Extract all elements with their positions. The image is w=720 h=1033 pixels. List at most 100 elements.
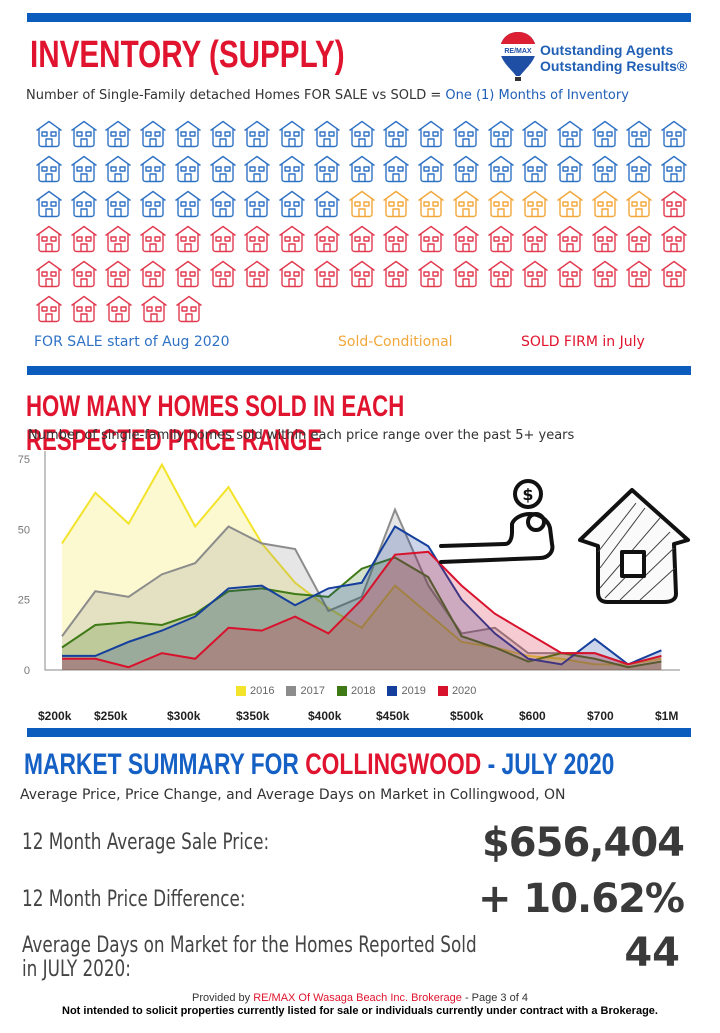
house-icon-sold-firm <box>243 221 278 256</box>
house-icon-for-sale <box>487 151 522 186</box>
house-icon-for-sale <box>556 151 591 186</box>
x-tick-label: $250k <box>94 709 128 723</box>
footer-page-number: - Page 3 of 4 <box>461 992 528 1004</box>
house-icon-sold-firm <box>209 221 244 256</box>
house-icon-for-sale <box>104 186 139 221</box>
house-icon-sold-conditional <box>382 186 417 221</box>
house-icon-grid <box>35 116 695 326</box>
days-label-line-2: in JULY 2020: <box>22 957 131 982</box>
house-icon-sold-firm <box>139 221 174 256</box>
house-icon-sold-firm <box>625 256 660 291</box>
x-axis-labels: $200k $250k $300k $350k $400k $450k $500k $600 $… <box>0 709 720 725</box>
footer-provided-by: Provided by RE/MAX Of Wasaga Beach Inc. … <box>0 992 720 1004</box>
house-icon-for-sale <box>70 186 105 221</box>
sketch-house-icon <box>578 488 690 604</box>
house-icon-for-sale <box>660 116 695 151</box>
house-icon-sold-firm <box>104 256 139 291</box>
price-diff-label: 12 Month Price Difference: <box>22 887 246 912</box>
market-summary-title: MARKET SUMMARY FOR COLLINGWOOD - JULY 20… <box>24 748 614 782</box>
legend-swatch <box>236 686 246 696</box>
house-icon-for-sale <box>278 186 313 221</box>
house-icon-for-sale <box>521 151 556 186</box>
house-icon-for-sale <box>348 116 383 151</box>
house-icon-for-sale <box>35 116 70 151</box>
x-tick-label: $200k <box>38 709 72 723</box>
house-icon-sold-firm <box>591 256 626 291</box>
house-icon-sold-firm <box>174 256 209 291</box>
house-icon-sold-firm <box>278 256 313 291</box>
legend-sold-conditional: Sold-Conditional <box>338 334 453 350</box>
top-divider <box>27 13 691 22</box>
house-icon-sold-conditional <box>348 186 383 221</box>
svg-text:$: $ <box>522 485 533 504</box>
house-icon-sold-firm <box>140 291 175 326</box>
house-icon-sold-firm <box>487 221 522 256</box>
house-icon-sold-firm <box>625 221 660 256</box>
house-icon-sold-firm <box>417 256 452 291</box>
legend-label: 2016 <box>250 685 275 697</box>
house-icon-for-sale <box>174 116 209 151</box>
area-2018 <box>62 557 662 670</box>
house-icon-sold-firm <box>348 256 383 291</box>
logo-line-2: Outstanding Results® <box>540 58 688 74</box>
house-icon-sold-conditional <box>487 186 522 221</box>
y-tick-label: 25 <box>18 595 30 607</box>
house-icon-sold-conditional <box>625 186 660 221</box>
area-2020 <box>62 551 662 670</box>
house-icon-for-sale <box>35 151 70 186</box>
legend-label: 2017 <box>300 685 325 697</box>
area-2017 <box>62 509 662 670</box>
house-icon-for-sale <box>625 116 660 151</box>
house-icon-for-sale <box>417 116 452 151</box>
market-title-prefix: MARKET SUMMARY FOR <box>24 748 299 781</box>
house-icon-for-sale <box>35 186 70 221</box>
house-icon-for-sale <box>104 116 139 151</box>
house-icon-sold-conditional <box>591 186 626 221</box>
remax-logo: RE/MAX Outstanding Agents Outstanding Re… <box>498 30 698 82</box>
legend-swatch <box>437 686 448 696</box>
house-icon-sold-firm <box>278 221 313 256</box>
house-icon-sold-conditional <box>417 186 452 221</box>
inventory-legend: FOR SALE start of Aug 2020 Sold-Conditio… <box>34 334 694 358</box>
house-icon-for-sale <box>174 151 209 186</box>
x-tick-label: $350k <box>236 709 270 723</box>
house-icon-for-sale <box>382 151 417 186</box>
legend-label: 2019 <box>401 685 426 697</box>
x-tick-label: $500k <box>450 709 484 723</box>
house-icon-sold-firm <box>660 256 695 291</box>
house-icon-sold-firm <box>660 221 695 256</box>
x-tick-label: $1M <box>655 709 679 723</box>
market-subtitle: Average Price, Price Change, and Average… <box>20 787 566 803</box>
house-icon-for-sale <box>174 186 209 221</box>
legend-item-2018: 2018 <box>336 685 375 697</box>
y-axis: 0 25 50 75 <box>18 451 680 677</box>
house-icon-sold-firm <box>521 221 556 256</box>
market-title-date: - JULY 2020 <box>487 748 615 781</box>
house-icon-sold-firm <box>209 256 244 291</box>
house-icon-for-sale <box>591 151 626 186</box>
legend-for-sale: FOR SALE start of Aug 2020 <box>34 334 230 350</box>
house-icon-sold-firm <box>35 291 70 326</box>
house-icon-sold-conditional <box>452 186 487 221</box>
house-icon-sold-firm <box>35 221 70 256</box>
house-icon-sold-firm <box>521 256 556 291</box>
svg-text:RE/MAX: RE/MAX <box>504 48 532 55</box>
days-on-market-value: 44 <box>624 930 680 976</box>
house-icon-for-sale <box>417 151 452 186</box>
house-icon-sold-firm <box>70 291 105 326</box>
legend-swatch <box>286 686 297 696</box>
section-divider-1 <box>27 366 691 375</box>
line-2016 <box>61 462 662 666</box>
house-icon-sold-firm <box>104 221 139 256</box>
house-icon-for-sale <box>348 151 383 186</box>
legend-item-2017: 2017 <box>286 685 325 697</box>
house-icon-for-sale <box>591 116 626 151</box>
y-tick-label: 75 <box>18 454 30 466</box>
house-icon-for-sale <box>487 116 522 151</box>
house-icon-sold-firm <box>417 221 452 256</box>
house-icon-for-sale <box>278 151 313 186</box>
market-title-city: COLLINGWOOD <box>305 748 482 781</box>
legend-sold-firm: SOLD FIRM in July <box>521 334 645 350</box>
footer-brokerage-link[interactable]: RE/MAX Of Wasaga Beach Inc. Brokerage <box>253 992 462 1004</box>
house-icon-sold-firm <box>70 221 105 256</box>
